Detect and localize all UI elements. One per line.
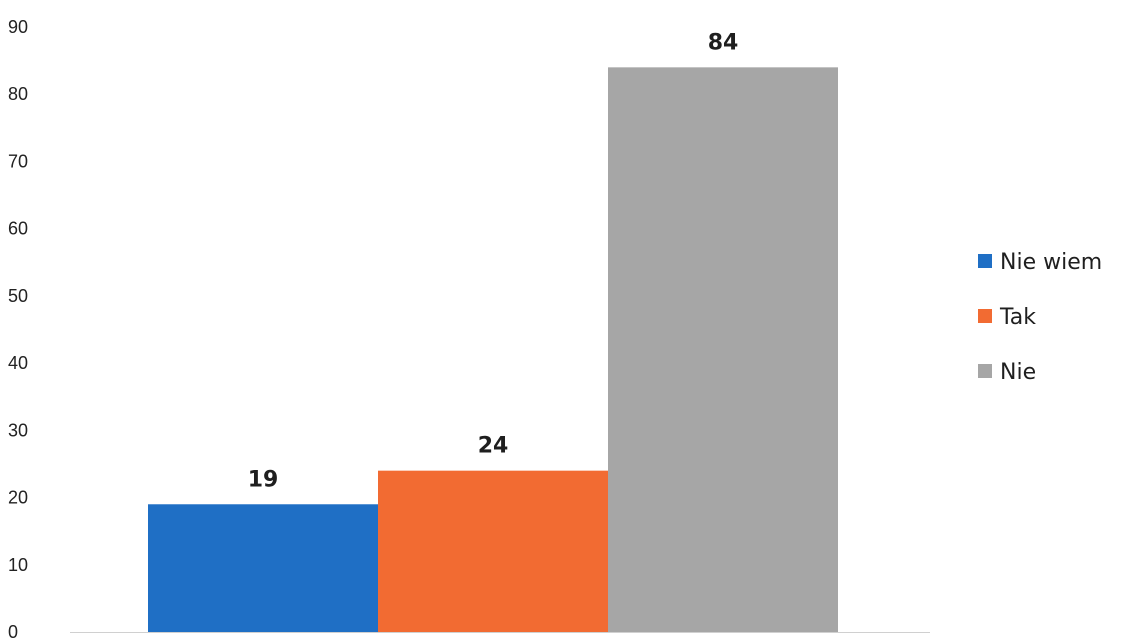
data-label: 24: [478, 434, 509, 459]
legend-entry: Nie: [1000, 360, 1036, 385]
y-tick-label: 70: [8, 151, 28, 171]
y-tick-label: 60: [8, 219, 28, 239]
legend-swatch: [978, 364, 992, 378]
y-tick-label: 10: [8, 555, 28, 575]
y-axis: 0 10 20 30 40 50 60 70 80 90: [8, 17, 28, 642]
y-tick-label: 90: [8, 17, 28, 37]
data-labels-group: 19 24 84: [248, 30, 739, 492]
legend-entry: Tak: [999, 305, 1036, 330]
bars-group: [148, 67, 838, 633]
y-tick-label: 80: [8, 84, 28, 104]
y-tick-label: 40: [8, 353, 28, 373]
y-tick-label: 30: [8, 420, 28, 440]
bar-nie-wiem: [148, 504, 378, 632]
legend: Nie wiem Tak Nie: [978, 250, 1102, 385]
y-tick-label: 20: [8, 488, 28, 508]
data-label: 84: [708, 30, 739, 55]
bar-tak: [378, 470, 608, 632]
legend-entry: Nie wiem: [1000, 250, 1102, 275]
y-tick-label: 0: [8, 622, 18, 642]
y-tick-label: 50: [8, 286, 28, 306]
legend-swatch: [978, 309, 992, 323]
legend-swatch: [978, 254, 992, 268]
bar-nie: [608, 67, 838, 633]
data-label: 19: [248, 467, 279, 492]
